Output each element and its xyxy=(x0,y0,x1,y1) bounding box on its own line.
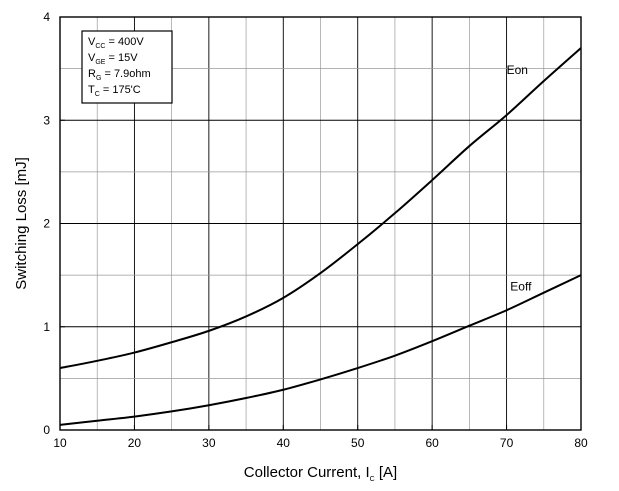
x-axis-title-main: Collector Current, I xyxy=(244,464,370,481)
legend-box xyxy=(81,30,173,104)
y-axis-title: Switching Loss [mJ] xyxy=(13,157,30,290)
condition-value: = 15V xyxy=(105,52,138,64)
grid-layer xyxy=(59,16,582,431)
y-tick-label: 4 xyxy=(43,10,50,24)
tick-layer: 10 20 30 40 50 60 70 80 0 1 2 3 4 xyxy=(43,10,588,450)
x-tick-label: 80 xyxy=(574,436,588,450)
x-axis-title-subscript: C xyxy=(370,476,375,483)
y-tick-label: 2 xyxy=(43,217,50,231)
condition-subscript: C xyxy=(95,91,100,98)
x-tick-label: 10 xyxy=(53,436,67,450)
x-tick-label: 20 xyxy=(128,436,142,450)
condition-value: = 400V xyxy=(105,36,144,48)
x-tick-label: 30 xyxy=(202,436,216,450)
condition-subscript: G xyxy=(96,75,101,82)
condition-symbol: R xyxy=(88,68,96,80)
y-tick-label: 0 xyxy=(43,423,50,437)
y-tick-label: 1 xyxy=(43,320,50,334)
y-tick-label: 3 xyxy=(43,113,50,127)
x-tick-label: 70 xyxy=(500,436,514,450)
condition-value: = 7.9ohm xyxy=(101,68,150,80)
condition-subscript: GE xyxy=(95,59,105,66)
x-axis-title-unit: [A] xyxy=(375,464,398,481)
x-tick-label: 40 xyxy=(277,436,291,450)
x-tick-label: 50 xyxy=(351,436,365,450)
condition-symbol: V xyxy=(88,36,96,48)
series-layer xyxy=(59,47,582,426)
series-line-eon xyxy=(59,47,582,370)
x-tick-label: 60 xyxy=(425,436,439,450)
legend-condition: RG = 7.9ohm xyxy=(88,68,151,82)
condition-symbol: T xyxy=(88,84,95,96)
x-axis-title: Collector Current, IC [A] xyxy=(244,464,397,483)
condition-symbol: V xyxy=(88,52,96,64)
condition-subscript: CC xyxy=(95,43,105,50)
series-label-eoff: Eoff xyxy=(510,280,532,294)
series-line-eoff xyxy=(59,274,582,426)
legend-condition: TC = 175'C xyxy=(88,84,141,98)
legend-condition: VGE = 15V xyxy=(88,52,138,66)
series-label-eon: Eon xyxy=(507,63,528,77)
legend-condition: VCC = 400V xyxy=(88,36,144,50)
condition-value: = 175'C xyxy=(100,84,141,96)
